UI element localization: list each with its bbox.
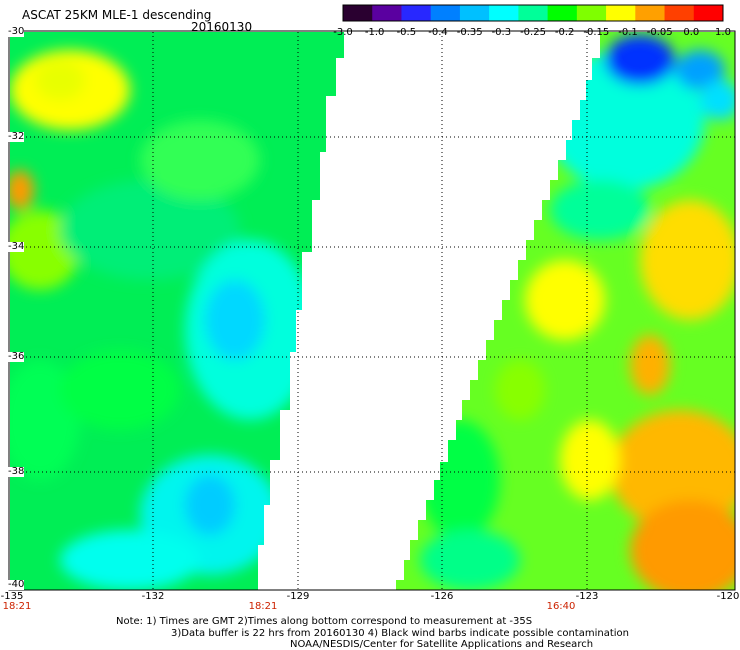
colorbar-cell xyxy=(664,5,695,21)
colorbar-cell xyxy=(372,5,402,21)
colorbar-cell xyxy=(518,5,549,21)
pass-time: 16:40 xyxy=(546,601,576,612)
colorbar-label: -1.0 xyxy=(364,27,385,38)
colorbar-label: 1.0 xyxy=(715,27,731,38)
pass-time: 18:21 xyxy=(248,601,278,612)
map-frame xyxy=(8,30,736,591)
colorbar-label: -0.15 xyxy=(583,27,610,38)
colorbar xyxy=(342,4,724,22)
lon-label: -132 xyxy=(141,591,165,602)
colorbar-label: -3.0 xyxy=(333,27,353,38)
pass-time: 18:21 xyxy=(2,601,32,612)
colorbar-cell xyxy=(606,5,636,21)
colorbar-label: -0.4 xyxy=(428,27,448,38)
colorbar-label: -0.35 xyxy=(456,27,483,38)
colorbar-label: -0.05 xyxy=(646,27,673,38)
lat-label: -30 xyxy=(8,26,25,37)
colorbar-cell xyxy=(343,5,373,21)
chart-date: 20160130 xyxy=(191,20,253,34)
note-line-3: NOAA/NESDIS/Center for Satellite Applica… xyxy=(290,639,594,650)
colorbar-cell xyxy=(576,5,607,21)
lat-label: -34 xyxy=(8,241,25,252)
lat-label: -32 xyxy=(8,131,25,142)
colorbar-label: -0.1 xyxy=(618,27,638,38)
colorbar-cell xyxy=(635,5,666,21)
lon-label: -129 xyxy=(286,591,310,602)
lon-label: -135 xyxy=(0,591,24,602)
colorbar-label: -0.2 xyxy=(554,27,575,38)
note-line-1: Note: 1) Times are GMT 2)Times along bot… xyxy=(116,616,533,627)
colorbar-label: -0.3 xyxy=(491,27,512,38)
lon-label: -123 xyxy=(575,591,599,602)
lat-label: -40 xyxy=(8,579,25,590)
colorbar-cell xyxy=(489,5,519,21)
colorbar-cell xyxy=(459,5,490,21)
lat-label: -36 xyxy=(8,351,25,362)
colorbar-cell xyxy=(430,5,461,21)
lon-label: -126 xyxy=(430,591,454,602)
colorbar-cell xyxy=(693,5,724,21)
colorbar-label: -0.25 xyxy=(520,27,546,38)
note-line-2: 3)Data buffer is 22 hrs from 20160130 4)… xyxy=(171,628,629,639)
lat-label: -38 xyxy=(8,466,25,477)
colorbar-cell xyxy=(547,5,578,21)
colorbar-cell xyxy=(401,5,432,21)
west-swath xyxy=(10,32,344,590)
colorbar-label: 0.0 xyxy=(683,27,700,38)
colorbar-label: -0.5 xyxy=(396,27,417,38)
chart-title: ASCAT 25KM MLE-1 descending xyxy=(22,8,212,22)
lon-label: -120 xyxy=(716,591,740,602)
grid-lines xyxy=(10,32,735,590)
